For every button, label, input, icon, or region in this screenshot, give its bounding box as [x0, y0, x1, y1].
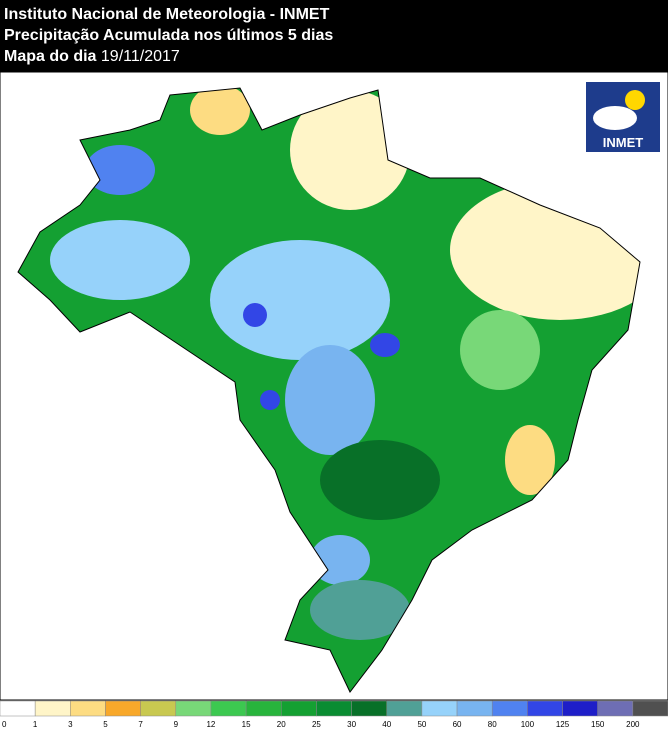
legend-swatch: [597, 700, 634, 717]
legend-label: 60: [453, 720, 462, 729]
legend-swatch: [527, 700, 563, 717]
legend-swatch: [421, 700, 458, 717]
legend-label: 3: [68, 720, 73, 729]
legend-swatch: [140, 700, 177, 717]
legend-swatch: [70, 700, 106, 717]
legend-swatch: [175, 700, 212, 717]
date-label: Mapa do dia: [4, 48, 97, 65]
legend-label: 1: [33, 720, 38, 729]
title: Instituto Nacional de Meteorologia - INM…: [4, 6, 330, 23]
legend-swatch: [105, 700, 141, 717]
legend-label: 5: [103, 720, 108, 729]
brazil-outline: [17, 87, 641, 693]
legend-swatch: [34, 700, 71, 717]
legend-label: 9: [174, 720, 179, 729]
legend-swatch: [316, 700, 352, 717]
legend-swatch: [456, 700, 493, 717]
legend-label: 0: [2, 720, 7, 729]
legend-label: 100: [521, 720, 535, 729]
legend-label: 25: [312, 720, 321, 729]
legend-label: 20: [277, 720, 286, 729]
legend-swatch: [562, 700, 598, 717]
legend-swatch: [210, 700, 247, 717]
legend-label: 200: [626, 720, 640, 729]
logo-cloud: [593, 106, 637, 130]
date: 19/11/2017: [100, 48, 180, 65]
legend-swatch: [386, 700, 423, 717]
legend-label: 12: [206, 720, 215, 729]
legend-swatch: [491, 700, 528, 717]
header: Instituto Nacional de Meteorologia - INM…: [0, 0, 668, 72]
legend-swatch: [281, 700, 317, 717]
legend-label: 15: [242, 720, 251, 729]
legend-label: 50: [417, 720, 426, 729]
legend-label: 40: [382, 720, 391, 729]
legend-swatch: [632, 700, 668, 717]
logo-text: INMET: [603, 135, 644, 150]
legend-label: 150: [591, 720, 605, 729]
legend-label: 30: [347, 720, 356, 729]
subtitle: Precipitação Acumulada nos últimos 5 dia…: [4, 27, 334, 44]
legend-swatch: [351, 700, 387, 717]
legend-label: 7: [138, 720, 143, 729]
logo-sun: [625, 90, 645, 110]
legend-swatch: [0, 700, 36, 717]
legend-swatch: [245, 700, 282, 717]
legend-label: 125: [556, 720, 570, 729]
legend-label: 80: [488, 720, 497, 729]
